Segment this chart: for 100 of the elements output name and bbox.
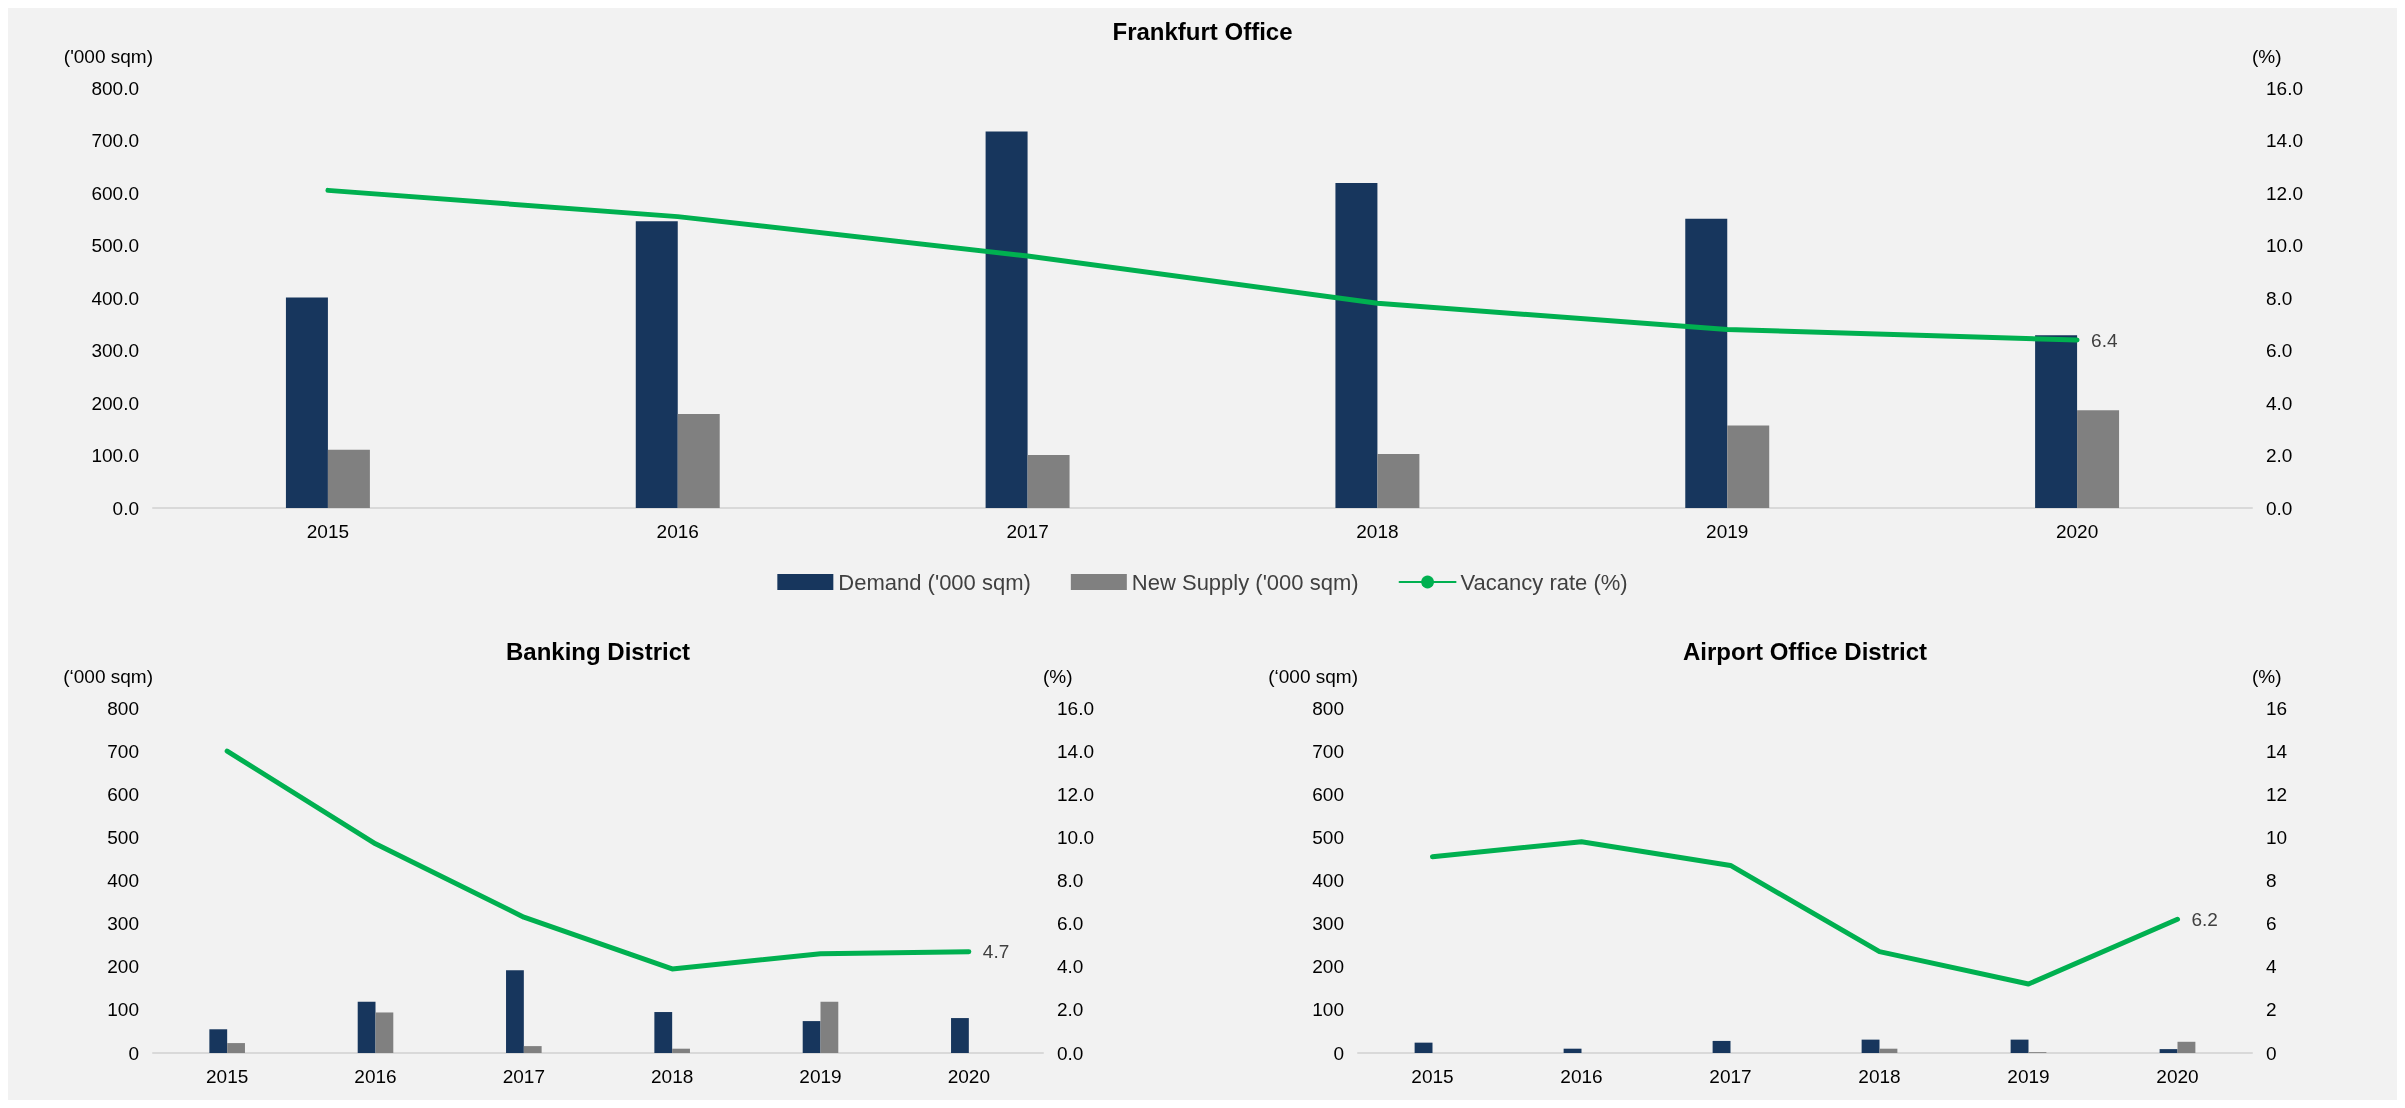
y2-tick-label: 12 [2266, 783, 2288, 805]
y-tick-label: 400 [1312, 870, 1344, 891]
y-tick-label: 200 [107, 956, 139, 978]
y2-tick-label: 10 [2266, 826, 2288, 848]
y2-tick-label: 6 [2266, 913, 2277, 935]
y-tick-label: 100 [1312, 999, 1344, 1021]
x-tick-label: 2019 [1706, 521, 1749, 542]
y2-tick-label: 0 [2266, 1042, 2277, 1064]
x-tick-label: 2016 [1560, 1066, 1603, 1087]
y-tick-label: 700 [107, 740, 139, 762]
y2-axis-title: (%) [2252, 666, 2282, 687]
y-tick-label: 800 [107, 697, 139, 719]
bar [635, 221, 678, 508]
y-tick-label: 500 [1312, 826, 1344, 848]
bar [209, 1029, 228, 1053]
legend-label: New Supply ('000 sqm) [1131, 569, 1359, 595]
legend-label: Vacancy rate (%) [1460, 569, 1628, 595]
y2-tick-label: 16 [2266, 697, 2288, 719]
x-tick-label: 2016 [656, 521, 699, 542]
x-tick-label: 2016 [354, 1066, 397, 1087]
y-tick-label: 100 [107, 999, 139, 1021]
x-tick-label: 2017 [502, 1066, 545, 1087]
x-tick-label: 2020 [2156, 1066, 2199, 1087]
y2-tick-label: 12.0 [1057, 783, 1094, 805]
bar [357, 1001, 376, 1053]
x-tick-label: 2019 [799, 1066, 842, 1087]
x-tick-label: 2018 [1356, 521, 1399, 542]
x-tick-label: 2015 [206, 1066, 249, 1087]
bar [654, 1012, 673, 1053]
bar [2035, 335, 2078, 508]
x-tick-label: 2017 [1709, 1066, 1752, 1087]
bar [985, 131, 1028, 508]
y2-tick-label: 12.0 [2266, 182, 2303, 204]
bar [506, 970, 524, 1053]
y2-tick-label: 6.0 [1057, 913, 1084, 935]
x-tick-label: 2020 [947, 1066, 990, 1087]
bar [1027, 454, 1070, 508]
y2-tick-label: 4 [2266, 956, 2277, 978]
y-tick-label: 600.0 [91, 182, 139, 204]
data-label: 6.4 [2091, 329, 2118, 351]
x-tick-label: 2017 [1006, 521, 1049, 542]
bar [672, 1048, 690, 1053]
y-tick-label: 200 [1312, 956, 1344, 978]
y2-tick-label: 10.0 [1057, 826, 1094, 848]
y2-tick-label: 4.0 [1057, 956, 1084, 978]
y2-axis-title: (%) [1043, 666, 1073, 687]
bar [327, 449, 370, 508]
y-tick-label: 400 [107, 870, 139, 891]
legend-label: Demand ('000 sqm) [838, 569, 1031, 595]
x-tick-label: 2019 [2007, 1066, 2050, 1087]
bar [1377, 453, 1420, 508]
y2-tick-label: 8.0 [1057, 870, 1084, 891]
bar [285, 297, 328, 508]
y2-tick-label: 14.0 [1057, 740, 1094, 762]
y2-tick-label: 2.0 [1057, 999, 1084, 1021]
x-tick-label: 2018 [651, 1066, 694, 1087]
bar [375, 1012, 394, 1053]
y2-tick-label: 10.0 [2266, 235, 2303, 256]
y-tick-label: 0 [1333, 1042, 1344, 1064]
y2-tick-label: 8 [2266, 870, 2277, 891]
y-tick-label: 400.0 [91, 287, 139, 309]
data-label: 6.2 [2191, 908, 2218, 930]
y2-tick-label: 16.0 [2266, 77, 2303, 99]
y-axis-title: (‘000 sqm) [1268, 666, 1358, 687]
y2-tick-label: 2 [2266, 999, 2277, 1021]
y-axis-title: ('000 sqm) [63, 46, 153, 67]
y-tick-label: 300 [107, 913, 139, 935]
y-tick-label: 800 [1312, 697, 1344, 719]
y2-tick-label: 14 [2266, 740, 2288, 762]
bar [1335, 183, 1378, 508]
x-tick-label: 2020 [2055, 521, 2099, 542]
bar [677, 414, 720, 508]
y-tick-label: 300.0 [91, 340, 139, 361]
bar [227, 1043, 245, 1053]
y-tick-label: 600 [1312, 783, 1344, 805]
y-tick-label: 200.0 [91, 392, 139, 414]
y2-tick-label: 4.0 [2266, 392, 2293, 414]
bar [2077, 410, 2120, 508]
y-tick-label: 700 [1312, 740, 1344, 762]
y-tick-label: 100.0 [91, 445, 139, 466]
y2-tick-label: 0.0 [1057, 1042, 1084, 1064]
y-tick-label: 700.0 [91, 130, 139, 151]
y-tick-label: 800.0 [91, 77, 139, 99]
y-tick-label: 600 [107, 783, 139, 805]
bar [820, 1001, 839, 1053]
bar [1685, 218, 1728, 508]
bar [1727, 425, 1770, 508]
chart-title: Airport Office District [1682, 637, 1928, 665]
y-axis-title: (‘000 sqm) [63, 666, 153, 687]
y2-tick-label: 16.0 [1057, 697, 1094, 719]
chart-title: Banking District [505, 637, 691, 665]
bar [802, 1021, 821, 1053]
x-tick-label: 2015 [1411, 1066, 1454, 1087]
y-tick-label: 500 [107, 826, 139, 848]
bar [523, 1046, 542, 1053]
x-tick-label: 2018 [1858, 1066, 1901, 1087]
y2-tick-label: 2.0 [2266, 445, 2293, 466]
data-label: 4.7 [982, 941, 1010, 963]
y-tick-label: 300 [1312, 913, 1344, 935]
y-tick-label: 500.0 [91, 235, 139, 256]
